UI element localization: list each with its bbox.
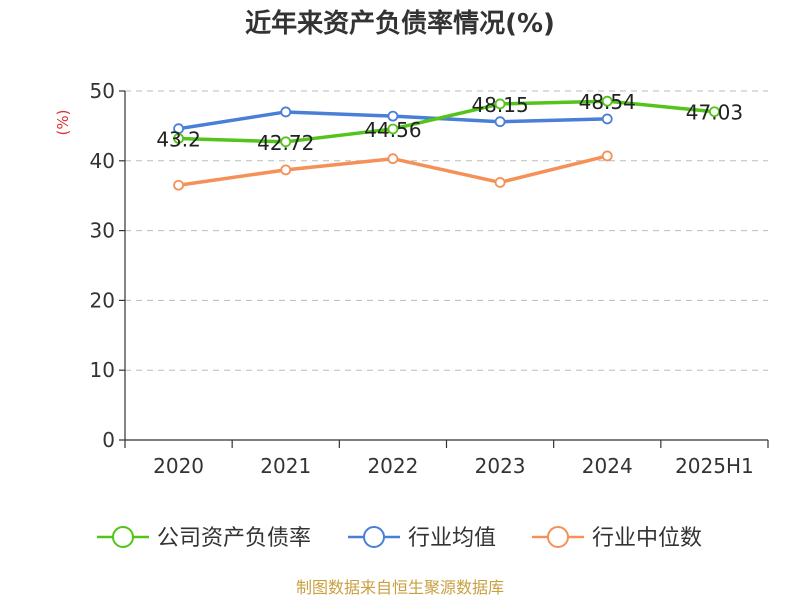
legend-marker-2 xyxy=(547,526,569,548)
data-point-0-0 xyxy=(173,133,184,144)
grid-lines xyxy=(125,90,768,371)
data-label-0: 43.2 xyxy=(156,127,201,151)
data-point-2-2 xyxy=(387,153,399,165)
y-tick-label-40: 40 xyxy=(90,149,115,173)
series-0 xyxy=(173,95,720,148)
legend-item-1: 行业均值 xyxy=(348,526,496,551)
y-tick-label-50: 50 xyxy=(90,79,115,103)
data-point-1-4 xyxy=(601,113,613,125)
data-label-5: 47.03 xyxy=(686,101,743,125)
y-tick-label-0: 0 xyxy=(102,428,115,452)
legend-marker-0 xyxy=(112,526,134,548)
data-point-2-1 xyxy=(280,164,292,176)
data-point-0-1 xyxy=(280,136,292,148)
series-1 xyxy=(173,106,613,135)
series-group: 43.2 42.72 44.56 48.15 48.54 47.03 xyxy=(156,90,743,191)
x-tick-label-2020: 2020 xyxy=(153,454,204,478)
legend-label-2: 行业中位数 xyxy=(592,526,702,551)
legend-marker-1 xyxy=(363,526,385,548)
data-point-2-3 xyxy=(494,177,506,188)
x-tick-label-2021: 2021 xyxy=(260,454,311,478)
series-line-0 xyxy=(178,99,715,144)
y-tick-label-30: 30 xyxy=(90,219,115,243)
series-2 xyxy=(173,150,613,191)
legend-item-0: 公司资产负债率 xyxy=(97,526,311,551)
data-point-1-1 xyxy=(280,106,292,118)
y-tick-label-20: 20 xyxy=(90,288,115,312)
x-tick-label-2022: 2022 xyxy=(367,454,418,478)
data-point-1-3 xyxy=(494,116,506,128)
source-note: 制图数据来自恒生聚源数据库 xyxy=(296,578,504,597)
data-label-4: 48.54 xyxy=(579,90,636,114)
legend: 公司资产负债率 行业均值 行业中位数 xyxy=(97,526,702,551)
data-label-2: 44.56 xyxy=(364,118,421,142)
legend-label-0: 公司资产负债率 xyxy=(157,526,311,551)
y-axis-label: (%) xyxy=(54,110,72,136)
data-label-1: 42.72 xyxy=(257,131,314,155)
x-tick-label-2024: 2024 xyxy=(582,454,633,478)
legend-item-2: 行业中位数 xyxy=(532,526,702,551)
chart-title: 近年来资产负债率情况(%) xyxy=(245,8,555,39)
y-tick-label-10: 10 xyxy=(90,358,115,382)
data-point-1-2 xyxy=(387,110,399,122)
data-point-0-3 xyxy=(494,98,506,110)
x-tick-label-2023: 2023 xyxy=(475,454,526,478)
data-point-2-0 xyxy=(173,179,184,191)
axes: 0 10 20 30 40 50 2020 2021 2022 2023 2024 2025H1 xyxy=(90,79,769,478)
data-point-0-4 xyxy=(601,95,613,107)
legend-label-1: 行业均值 xyxy=(408,526,496,551)
data-point-0-2 xyxy=(387,123,399,135)
x-tick-label-2025H1: 2025H1 xyxy=(675,454,754,478)
data-label-3: 48.15 xyxy=(471,93,528,117)
data-point-0-5 xyxy=(709,106,720,118)
data-point-2-4 xyxy=(601,150,613,162)
